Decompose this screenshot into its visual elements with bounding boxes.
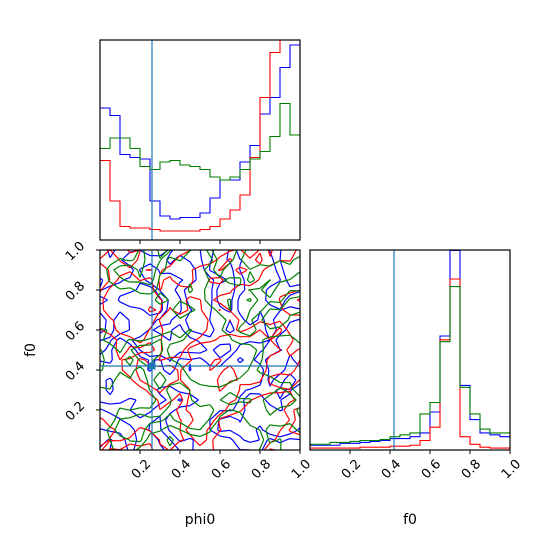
f0-histogram-series — [310, 250, 510, 449]
joint-contours — [100, 250, 300, 450]
f0-marginal-frame — [309, 249, 511, 451]
phi0-histogram-series-1 — [100, 44, 300, 220]
joint-contour-series-3-level-1 — [100, 250, 300, 450]
phi0-histogram-series-2 — [100, 40, 281, 232]
y-axis-label-f0: f0 — [23, 343, 39, 357]
phi0-histogram-series-3 — [100, 102, 300, 181]
phi0-marginal-frame — [99, 39, 301, 241]
x-axis-label-f0: f0 — [403, 512, 417, 528]
f0-marginal-panel: 0.2 0.4 0.6 0.8 1.0 — [309, 249, 524, 482]
phi0-histogram-series — [100, 40, 300, 232]
joint-frame — [99, 249, 301, 451]
phi0-marginal-panel — [99, 39, 301, 244]
x-axis-label-phi0: phi0 — [185, 512, 216, 528]
phi0-marginal-ticks — [139, 240, 261, 244]
joint-truth-point — [148, 362, 156, 370]
f0-histogram-series-2 — [310, 278, 510, 449]
joint-truth-marker — [100, 250, 300, 450]
f0-histogram-series-3 — [310, 286, 510, 445]
